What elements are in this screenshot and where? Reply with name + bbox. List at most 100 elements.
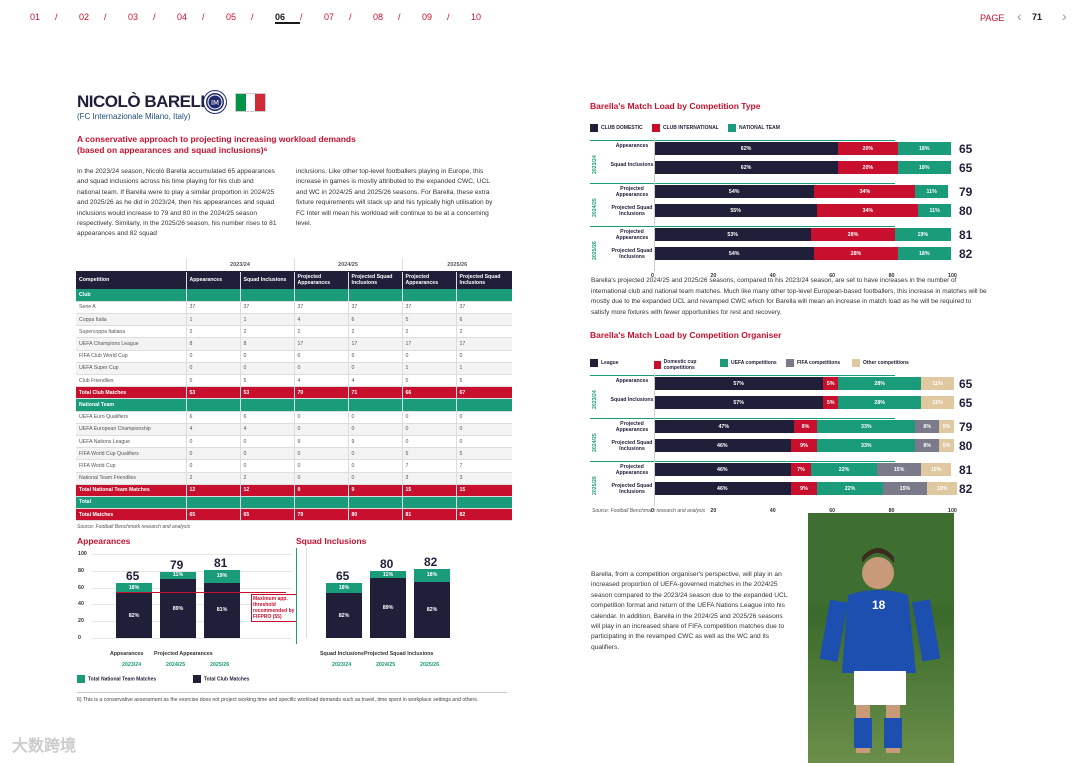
table-cell: 15 bbox=[401, 484, 456, 497]
table-cell: Total Club Matches bbox=[76, 386, 186, 400]
chart2-title: Barella's Match Load by Competition Orga… bbox=[590, 330, 782, 340]
squad-y-axis bbox=[306, 548, 307, 638]
table-cell: 6 bbox=[347, 350, 402, 363]
nav-item-05[interactable]: 05 bbox=[226, 12, 237, 22]
nav-item-09[interactable]: 09 bbox=[422, 12, 433, 22]
table-cell: 82 bbox=[455, 508, 512, 522]
row-total: 65 bbox=[959, 377, 973, 391]
row-label: Projected Squad Inclusions bbox=[611, 483, 653, 495]
column-header: Competition bbox=[76, 271, 186, 290]
nav-separator: / bbox=[202, 12, 205, 22]
club-name: (FC Internazionale Milano, Italy) bbox=[77, 112, 191, 121]
legend-swatch bbox=[652, 124, 660, 132]
nav-separator: / bbox=[55, 12, 58, 22]
table-row: UEFA Euro Qualifiers 6 6 0 0 0 0 bbox=[76, 411, 512, 424]
legend-swatch bbox=[590, 359, 598, 367]
table-cell: 65 bbox=[185, 508, 240, 522]
x-season-label: 2025/26 bbox=[420, 662, 440, 668]
table-cell: 8 bbox=[239, 337, 294, 351]
table-cell: 0 bbox=[455, 423, 512, 436]
table-row: UEFA Super Cup 0 0 0 0 1 1 bbox=[76, 362, 512, 376]
bar-segment: 8% bbox=[793, 420, 818, 433]
season-header: 2023/24 bbox=[185, 259, 294, 272]
table-cell: 80 bbox=[347, 508, 402, 522]
table-cell: 17 bbox=[293, 337, 348, 351]
row-total: 79 bbox=[959, 185, 973, 199]
x-tick-label: 20 bbox=[710, 273, 717, 279]
nav-item-08[interactable]: 08 bbox=[373, 12, 384, 22]
bar-segment: 57% bbox=[654, 377, 824, 390]
table-cell: National Team bbox=[76, 398, 186, 412]
row-label: Projected Appearances bbox=[615, 421, 649, 433]
table-cell bbox=[455, 289, 512, 302]
row-label: Projected Squad Inclusions bbox=[611, 205, 653, 217]
y-tick-label: 60 bbox=[78, 584, 84, 591]
table-cell: 1 bbox=[239, 313, 294, 327]
nav-item-01[interactable]: 01 bbox=[30, 12, 41, 22]
x-season-label: 2025/26 bbox=[210, 662, 230, 668]
table-cell: 71 bbox=[347, 386, 402, 400]
bar-segment: 28% bbox=[811, 228, 895, 241]
nav-item-10[interactable]: 10 bbox=[471, 12, 482, 22]
x-tick-label: 0 bbox=[651, 508, 654, 514]
bar-segment: 62% bbox=[654, 161, 839, 174]
table-cell: 0 bbox=[293, 411, 348, 424]
chevron-right-icon[interactable]: › bbox=[1062, 8, 1067, 24]
appearances-club-bar: 81% bbox=[204, 582, 240, 638]
legend-item: CLUB INTERNATIONAL bbox=[652, 124, 722, 132]
table-cell: 2 bbox=[239, 472, 294, 485]
bar-segment: 18% bbox=[897, 142, 951, 155]
table-cell: 2 bbox=[347, 325, 402, 339]
bar-segment: 34% bbox=[817, 204, 919, 217]
chevron-left-icon[interactable]: ‹ bbox=[1017, 8, 1022, 24]
table-cell: 6 bbox=[347, 313, 402, 327]
bar-segment: 46% bbox=[654, 463, 791, 476]
table-cell: 1 bbox=[455, 362, 512, 376]
row-total: 82 bbox=[959, 247, 973, 261]
nav-item-02[interactable]: 02 bbox=[79, 12, 90, 22]
appearances-total-label: 81 bbox=[214, 555, 228, 570]
chart-divider bbox=[296, 548, 297, 644]
bar-segment: 10% bbox=[927, 482, 957, 495]
table-row: Supercoppa Italiana 2 2 2 2 2 2 bbox=[76, 325, 512, 339]
table-cell: 0 bbox=[293, 447, 348, 461]
bar-segment: 8% bbox=[915, 439, 940, 452]
x-season-label: 2023/24 bbox=[332, 662, 352, 668]
legend-item: League bbox=[590, 359, 654, 367]
row-total: 80 bbox=[959, 439, 973, 453]
season-label: 2024/25 bbox=[592, 433, 598, 452]
table-row: Coppa Italia 1 1 4 6 5 6 bbox=[76, 313, 512, 327]
table-cell: 0 bbox=[293, 362, 348, 376]
nav-item-03[interactable]: 03 bbox=[128, 12, 139, 22]
legend-item: FIFA competitions bbox=[786, 359, 850, 367]
row-total: 79 bbox=[959, 420, 973, 434]
season-separator bbox=[590, 461, 895, 462]
nav-item-06[interactable]: 06 bbox=[275, 12, 300, 24]
table-cell: 5 bbox=[455, 374, 512, 388]
table-row: Club bbox=[76, 289, 512, 302]
bar-segment: 15% bbox=[882, 482, 928, 495]
table-cell: 0 bbox=[347, 411, 402, 424]
bar-segment: 53% bbox=[654, 228, 812, 241]
table-cell: 9 bbox=[347, 484, 402, 497]
nav-separator: / bbox=[251, 12, 254, 22]
table-cell: 0 bbox=[347, 423, 402, 436]
nav-item-04[interactable]: 04 bbox=[177, 12, 188, 22]
table-cell: Serie A bbox=[76, 301, 186, 315]
table-cell: 12 bbox=[239, 484, 294, 497]
nav-item-07[interactable]: 07 bbox=[324, 12, 335, 22]
chart2-source: Source: Football Benchmark research and … bbox=[592, 508, 706, 514]
row-label: Projected Squad Inclusions bbox=[611, 248, 653, 260]
intro-paragraph-right: inclusions. Like other top-level footbal… bbox=[296, 168, 493, 228]
bar-segment: 5% bbox=[823, 396, 839, 409]
season-separator bbox=[590, 418, 895, 419]
table-cell: 0 bbox=[293, 423, 348, 436]
table-cell bbox=[293, 289, 348, 302]
legend-swatch bbox=[728, 124, 736, 132]
bar-segment: 11% bbox=[921, 396, 954, 409]
table-row: Club Friendlies 5 5 4 4 5 5 bbox=[76, 374, 512, 388]
x-tick-label: 60 bbox=[829, 273, 836, 279]
bar-segment: 5% bbox=[939, 420, 954, 433]
table-cell: 7 bbox=[401, 459, 456, 473]
bar-segment: 20% bbox=[838, 161, 898, 174]
